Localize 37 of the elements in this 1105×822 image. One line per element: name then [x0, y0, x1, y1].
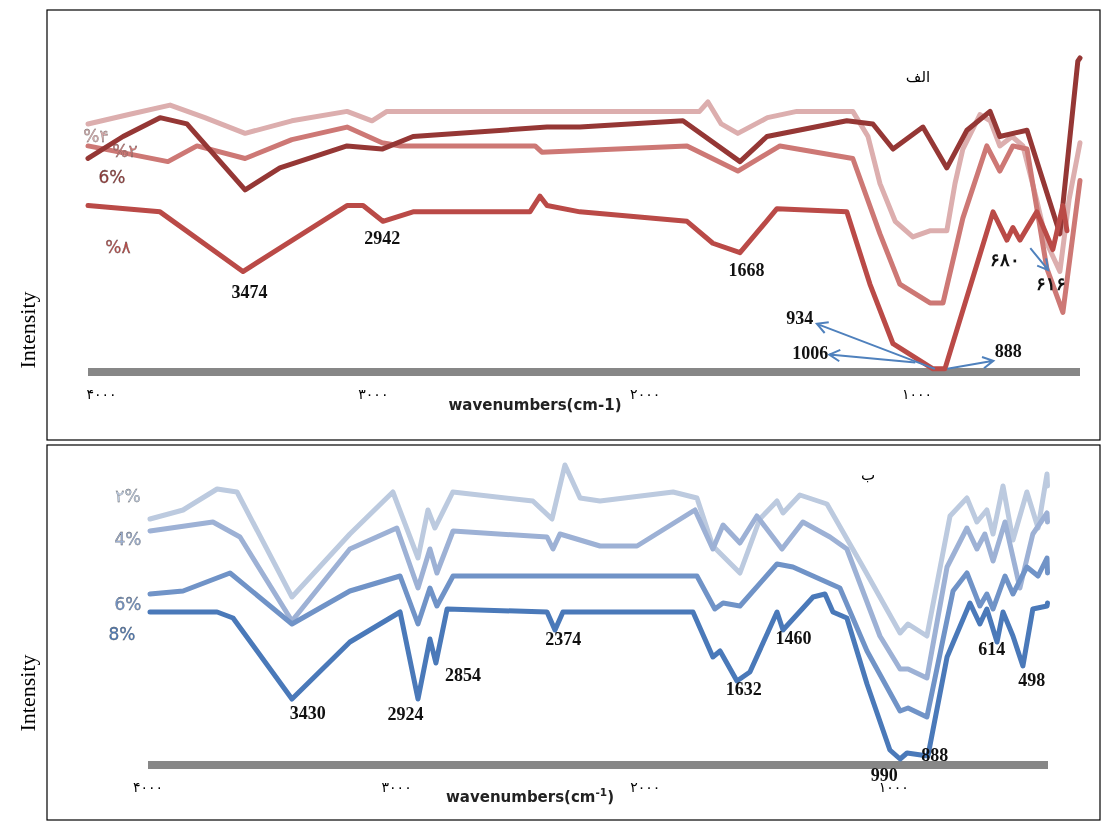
- annotation: 2924: [387, 704, 424, 725]
- x-axis-title: wavenumbers(cm$^{-1}$): [445, 786, 615, 806]
- annotation: 888: [921, 745, 949, 766]
- x-tick-label: ۳۰۰۰: [358, 386, 389, 402]
- annotation: 1668: [728, 259, 765, 280]
- series-label: 4%: [114, 529, 142, 549]
- annotation: 2942: [364, 228, 401, 249]
- annotation: 1460: [775, 628, 812, 649]
- annotation: 3430: [289, 703, 326, 724]
- annotation: 2854: [444, 665, 481, 686]
- annotation: 2374: [545, 629, 582, 650]
- series-label: %۸: [105, 237, 131, 257]
- annotation: ۶۸۰: [989, 249, 1020, 270]
- series-label: %۲: [112, 141, 138, 161]
- annotation: 1632: [725, 679, 762, 700]
- y-axis-title: Intensity: [15, 654, 41, 732]
- series-label: %۴: [83, 126, 109, 146]
- x-tick-label: ۲۰۰۰: [630, 779, 661, 795]
- series-label: ۲%: [115, 486, 141, 506]
- annotation: 614: [978, 639, 1006, 660]
- x-tick-label: ۲۰۰۰: [630, 386, 661, 402]
- text: الف: [905, 67, 931, 86]
- annotation: 498: [1018, 670, 1046, 691]
- annotation: 888: [994, 340, 1022, 361]
- x-axis-title: wavenumbers(cm-1): [448, 396, 622, 414]
- x-tick-label: ۱۰۰۰: [901, 386, 932, 402]
- annotation: 1006: [792, 342, 829, 363]
- series-label: 6%: [114, 594, 142, 614]
- chart-title: ب: [860, 465, 876, 484]
- annotation: 934: [786, 307, 814, 328]
- series-label: 6%: [98, 167, 126, 187]
- x-tick-label: ۴۰۰۰: [86, 386, 117, 402]
- annotation: 3474: [231, 281, 268, 302]
- x-tick-label: ۳۰۰۰: [381, 779, 412, 795]
- y-axis-title: Intensity: [15, 291, 41, 369]
- x-tick-label: ۴۰۰۰: [132, 779, 164, 795]
- series-label: 8%: [108, 624, 136, 644]
